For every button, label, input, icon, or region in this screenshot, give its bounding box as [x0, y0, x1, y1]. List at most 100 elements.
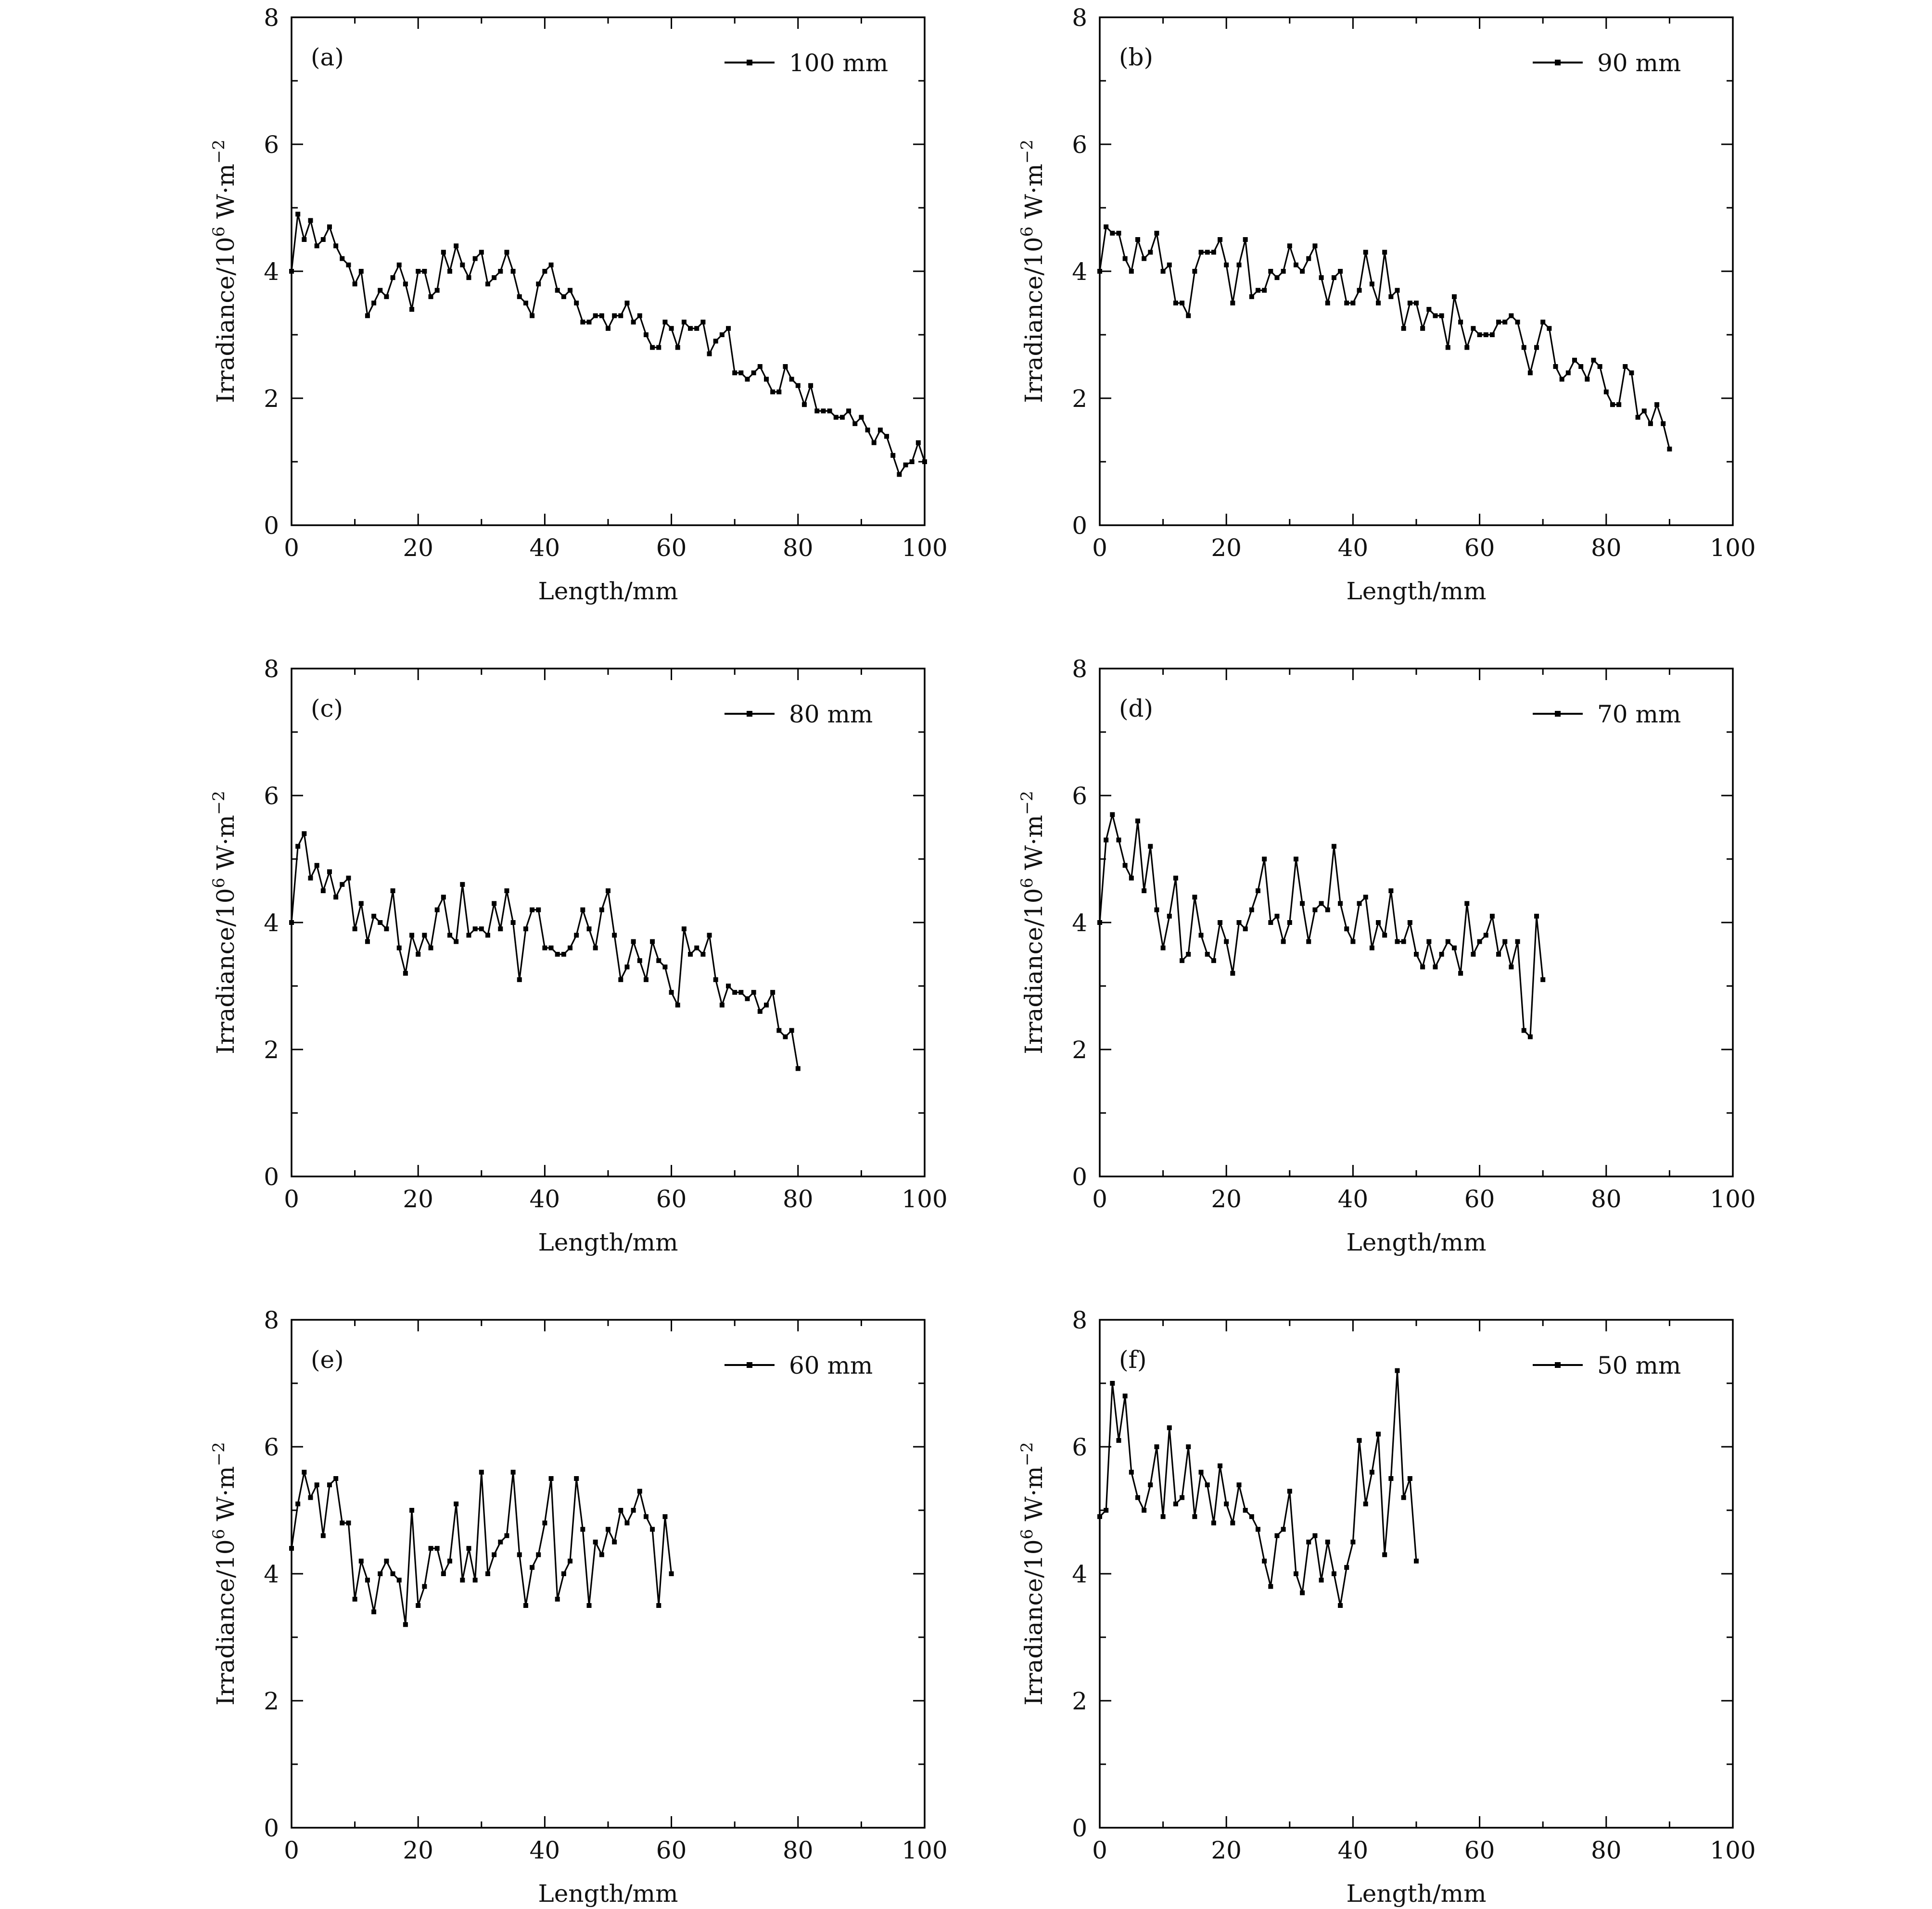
- data-point: [1382, 933, 1387, 938]
- y-tick-label: 0: [1072, 512, 1087, 540]
- data-point: [434, 1546, 440, 1551]
- data-point: [333, 243, 339, 249]
- data-point: [783, 364, 788, 369]
- x-tick-label: 0: [284, 1836, 299, 1864]
- data-point: [422, 933, 427, 938]
- data-point: [922, 459, 927, 464]
- data-point: [1654, 402, 1660, 407]
- data-point: [1489, 332, 1495, 337]
- data-point: [1129, 1469, 1134, 1475]
- data-point: [1306, 939, 1311, 944]
- data-point: [1629, 370, 1634, 376]
- data-point: [1312, 243, 1318, 249]
- data-point: [909, 459, 915, 464]
- data-point: [346, 1520, 351, 1526]
- data-point: [289, 920, 294, 925]
- data-point: [1616, 402, 1622, 407]
- data-point: [340, 882, 345, 887]
- data-point: [586, 1603, 592, 1608]
- y-tick-label: 4: [1072, 258, 1087, 286]
- x-tick-label: 0: [1092, 534, 1107, 562]
- data-point: [1534, 913, 1539, 919]
- data-point: [574, 933, 579, 938]
- data-point: [1110, 1381, 1115, 1386]
- data-point: [726, 326, 731, 331]
- data-point: [314, 863, 319, 868]
- data-point: [1388, 294, 1394, 299]
- data-point: [1218, 237, 1223, 242]
- data-point: [333, 895, 339, 900]
- data-point: [1116, 1438, 1121, 1443]
- data-point: [789, 1028, 794, 1033]
- data-point: [1369, 281, 1374, 287]
- plot-frame: [291, 668, 926, 1177]
- y-axis-title-main: Irradiance/10: [1020, 888, 1048, 1054]
- x-tick-label: 100: [902, 1836, 947, 1864]
- plot-frame: [291, 16, 926, 526]
- data-point: [1198, 1469, 1204, 1475]
- data-point: [403, 1622, 408, 1627]
- data-point: [1667, 446, 1672, 452]
- data-point: [1268, 1584, 1273, 1589]
- data-point: [498, 1540, 503, 1544]
- data-point: [618, 1508, 623, 1513]
- data-point: [561, 1571, 566, 1576]
- data-point: [688, 952, 693, 957]
- data-point: [833, 415, 839, 420]
- data-point: [1154, 1444, 1159, 1449]
- data-point: [1167, 262, 1172, 267]
- data-point: [1641, 408, 1647, 414]
- data-point: [1603, 389, 1609, 394]
- data-point: [568, 945, 573, 950]
- y-axis-title: Irradiance/106 W·m−2: [1017, 1442, 1048, 1706]
- data-point: [1363, 895, 1368, 900]
- data-point: [1205, 250, 1210, 255]
- data-point: [1287, 1489, 1292, 1494]
- data-point: [434, 288, 440, 293]
- y-axis-title-unit: W·m: [1020, 164, 1048, 227]
- y-axis-title-unit: W·m: [1020, 815, 1048, 878]
- data-point: [409, 933, 415, 938]
- y-axis-title-unit: W·m: [1020, 1466, 1048, 1529]
- data-point: [523, 926, 528, 932]
- data-point: [738, 370, 744, 376]
- data-point: [599, 907, 604, 912]
- y-tick-label: 8: [1072, 655, 1087, 683]
- data-point: [1382, 250, 1387, 255]
- data-point: [472, 1578, 478, 1583]
- data-point: [302, 237, 307, 242]
- data-point: [492, 901, 497, 906]
- data-point: [1198, 250, 1204, 255]
- data-point: [561, 294, 566, 299]
- data-point: [1464, 345, 1470, 350]
- data-point: [865, 428, 870, 432]
- data-point: [454, 939, 459, 944]
- data-point: [384, 1558, 389, 1564]
- series-line: [291, 1471, 673, 1626]
- series-line: [291, 833, 799, 1069]
- data-point: [669, 326, 674, 331]
- data-point: [1414, 952, 1419, 957]
- data-point: [428, 294, 433, 299]
- data-point: [1395, 939, 1400, 944]
- data-point: [485, 1571, 490, 1576]
- data-point: [624, 1520, 630, 1526]
- x-axis-title: Length/mm: [1347, 1880, 1487, 1908]
- data-point: [1451, 294, 1457, 299]
- x-tick-label: 0: [284, 534, 299, 562]
- data-point: [295, 212, 301, 217]
- data-point: [1262, 857, 1267, 861]
- data-point: [555, 288, 560, 293]
- data-point: [1293, 1571, 1298, 1576]
- y-axis-title-main: Irradiance/10: [1020, 237, 1048, 403]
- legend-marker: [747, 1362, 752, 1368]
- y-axis-title-exponent: 6: [1017, 227, 1037, 237]
- data-point: [1414, 301, 1419, 305]
- data-point: [517, 294, 522, 299]
- data-point: [403, 281, 408, 287]
- data-point: [764, 1002, 769, 1008]
- data-point: [390, 888, 395, 893]
- data-point: [1319, 1578, 1324, 1583]
- data-point: [1458, 971, 1463, 976]
- data-point: [1414, 1558, 1419, 1564]
